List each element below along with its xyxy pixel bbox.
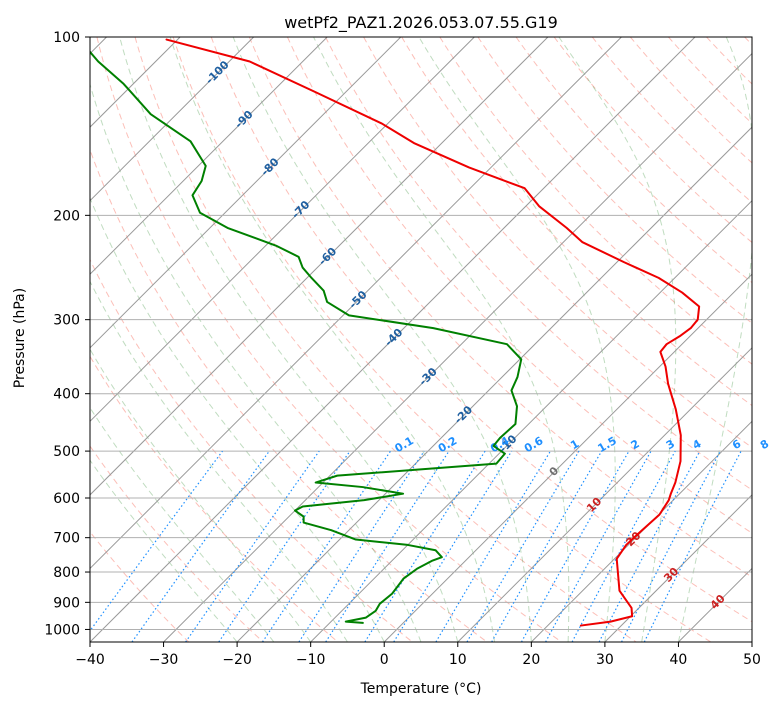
x-axis-group: −40 −30 −20 −10 0 10 20 30 40 50 xyxy=(75,642,761,668)
isotherm-line xyxy=(90,37,328,275)
isotherm-line xyxy=(383,273,752,642)
mixing-ratio-line xyxy=(571,450,676,642)
y-tick-label: 800 xyxy=(53,565,80,581)
y-tick-label: 1000 xyxy=(44,622,80,638)
moist-adiabat-line xyxy=(119,37,459,642)
dry-adiabat-line xyxy=(248,37,752,578)
mixing-ratio-line xyxy=(185,450,320,642)
moist-adiabat-line xyxy=(90,280,348,642)
dry-adiabat-line xyxy=(553,37,752,244)
dewpoint-line xyxy=(90,50,523,624)
y-axis-title: Pressure (hPa) xyxy=(12,288,28,388)
series-group xyxy=(90,38,701,627)
y-tick-label: 200 xyxy=(53,208,80,224)
mixing-ratio-line xyxy=(545,450,652,642)
dry-adiabat-line xyxy=(286,37,752,534)
moist-adiabat-line xyxy=(232,37,532,642)
dry-adiabat-line xyxy=(96,37,562,642)
temperature-line xyxy=(165,38,701,627)
x-tick-label: 20 xyxy=(522,652,540,668)
mixing-ratio-line xyxy=(491,450,603,642)
y-tick-label: 300 xyxy=(53,313,80,329)
isotherm-line xyxy=(457,347,752,642)
moist-adiabat-line xyxy=(677,37,752,642)
y-tick-label: 600 xyxy=(53,491,80,507)
x-tick-label: 10 xyxy=(449,652,467,668)
x-tick-label: −10 xyxy=(296,652,326,668)
x-tick-label: 0 xyxy=(380,652,389,668)
dry-adiabat-line xyxy=(172,37,712,642)
dry-adiabat-line xyxy=(134,37,637,642)
isotherm-line xyxy=(310,199,752,642)
dry-adiabat-line xyxy=(90,445,264,642)
background-lines-group xyxy=(90,37,752,642)
isotherm-line xyxy=(530,420,752,642)
isotherm-line xyxy=(90,37,402,349)
isotherm-line xyxy=(90,37,255,202)
mixing-ratio-line xyxy=(325,450,450,642)
y-tick-label: 100 xyxy=(53,30,80,46)
y-tick-label: 500 xyxy=(53,444,80,460)
isotherm-line xyxy=(604,494,752,642)
moist-adiabat-line xyxy=(90,82,422,642)
x-tick-label: −40 xyxy=(75,652,105,668)
dry-adiabat-line xyxy=(591,37,752,204)
x-tick-label: 30 xyxy=(596,652,614,668)
dry-adiabat-line xyxy=(90,355,339,642)
x-axis-title: Temperature (°C) xyxy=(360,681,482,697)
y-tick-label: 400 xyxy=(53,387,80,403)
isotherm-line xyxy=(90,37,549,496)
y-axis-group: 1000 900 800 700 600 500 400 300 200 100 xyxy=(44,30,90,638)
isotherm-line xyxy=(236,126,752,642)
y-tick-label: 900 xyxy=(53,595,80,611)
moist-adiabat-line xyxy=(90,459,238,642)
isotherm-line xyxy=(90,37,475,423)
dry-adiabat-line xyxy=(90,258,413,642)
y-tick-label: 700 xyxy=(53,531,80,547)
mixing-ratio-line xyxy=(466,450,580,642)
mixing-ratio-line xyxy=(435,450,552,642)
isotherm-line xyxy=(90,37,622,570)
mixing-ratio-line xyxy=(520,450,630,642)
mixing-ratio-line xyxy=(90,450,224,632)
mixing-ratio-line xyxy=(393,450,513,642)
moist-adiabat-line xyxy=(169,37,496,642)
moist-adiabat-line xyxy=(90,196,385,642)
x-tick-label: 50 xyxy=(743,652,761,668)
dry-adiabat-line xyxy=(439,37,752,365)
moist-adiabat-line xyxy=(558,37,677,642)
x-tick-label: −30 xyxy=(149,652,179,668)
mixing-ratio-line xyxy=(364,450,486,642)
mixing-ratio-line xyxy=(131,450,270,642)
moist-adiabat-line xyxy=(90,406,275,642)
plot-frame xyxy=(89,36,753,643)
isotherm-line xyxy=(163,52,752,642)
dry-adiabat-line xyxy=(90,148,488,642)
x-tick-label: 40 xyxy=(670,652,688,668)
isotherm-line xyxy=(90,37,696,642)
chart-title: wetPf2_PAZ1.2026.053.07.55.G19 xyxy=(284,13,558,33)
moist-adiabat-line xyxy=(418,37,616,642)
dry-adiabat-line xyxy=(401,37,752,407)
dry-adiabat-line xyxy=(325,37,752,491)
x-tick-label: −20 xyxy=(222,652,252,668)
